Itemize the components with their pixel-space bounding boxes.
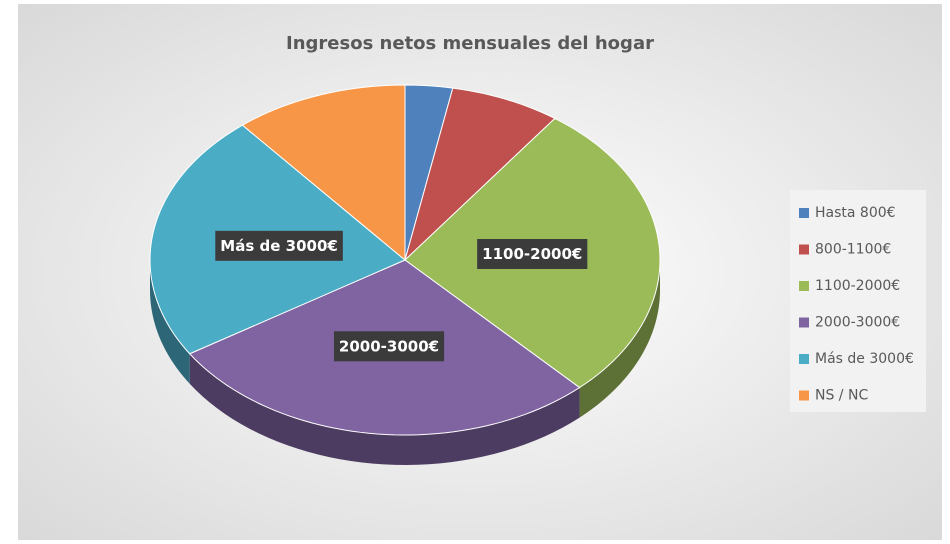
- slice-side: [189, 353, 580, 465]
- legend-swatch: [799, 244, 809, 255]
- legend-swatch: [799, 354, 809, 364]
- data-label: Más de 3000€: [220, 237, 338, 255]
- legend-label: 2000-3000€: [815, 315, 900, 331]
- data-label-box: [477, 239, 588, 270]
- legend-swatch: [799, 208, 809, 218]
- slice: [241, 84, 406, 262]
- data-label-box: [215, 230, 343, 261]
- legend-label: Más de 3000€: [815, 351, 914, 367]
- data-label: 1100-2000€: [482, 245, 582, 263]
- legend-label: 1100-2000€: [815, 278, 900, 294]
- legend-swatch: [799, 281, 809, 291]
- data-label: 2000-3000€: [339, 337, 439, 355]
- chart-title: Ingresos netos mensuales del hogar: [286, 33, 654, 54]
- legend-label: Hasta 800€: [815, 205, 896, 221]
- legend-label: NS / NC: [815, 388, 868, 404]
- slice: [404, 87, 556, 262]
- legend-box: [790, 190, 926, 412]
- legend-swatch: [799, 317, 809, 328]
- legend-swatch: [799, 390, 809, 401]
- slice-side: [579, 260, 660, 418]
- data-label-box: [333, 331, 445, 362]
- slice-side: [150, 260, 190, 384]
- legend-label: 800-1100€: [815, 242, 891, 258]
